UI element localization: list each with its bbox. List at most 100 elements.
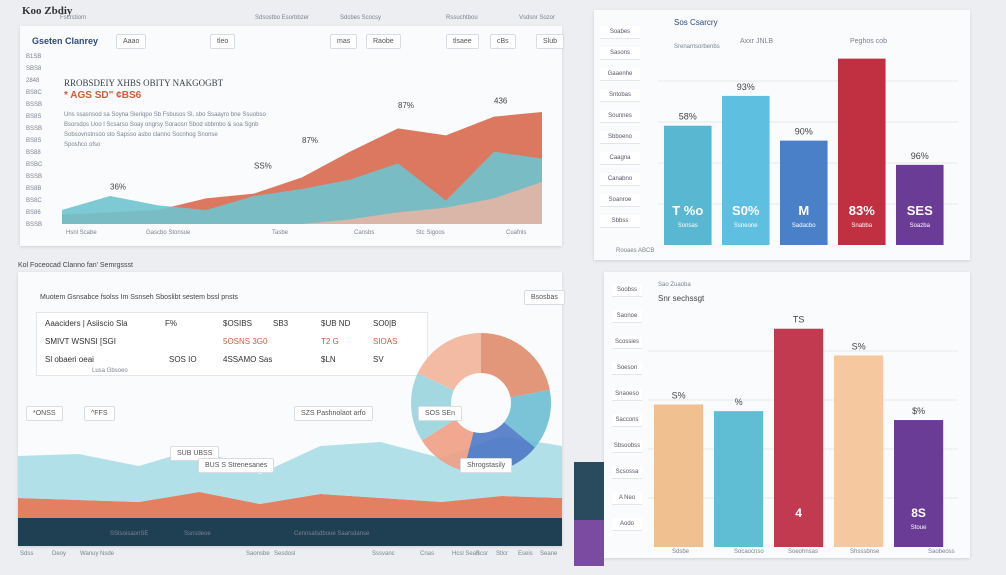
bar-2[interactable] xyxy=(780,140,828,245)
sidebar-item-8[interactable]: Soanroe xyxy=(600,194,640,207)
sidebar-item-3[interactable]: Sntobas xyxy=(600,89,640,102)
toolbar-button-6[interactable]: Slub xyxy=(536,34,565,49)
stat-value-0-2: $UB ND xyxy=(321,319,351,328)
x-tick-8: Cennsalsdboue Saarsdanse xyxy=(294,531,370,537)
bar-1[interactable] xyxy=(722,95,770,245)
toolbar-button-3[interactable]: Raobe xyxy=(366,34,401,49)
sidebar-item-9[interactable]: Sbbss xyxy=(600,215,640,228)
nav-link-2[interactable]: Sdcbes Scocsy xyxy=(340,15,382,21)
sidebar-item-2[interactable]: Scossies xyxy=(612,336,642,349)
area-chart-bottom-left xyxy=(18,436,562,546)
y-tick-14: BSSB xyxy=(26,222,43,228)
sidebar-item-6[interactable]: Caagna xyxy=(600,152,640,165)
pill-2[interactable]: SZS Pashnolaot arfo xyxy=(294,406,373,421)
x-tick-12: Scsr xyxy=(476,551,488,557)
sidebar-item-0[interactable]: Soabes xyxy=(600,26,640,39)
sidebar-item-0[interactable]: Soobss xyxy=(612,284,642,297)
bar-top-label-0: S% xyxy=(672,390,686,400)
legend-item-2: Peghos cob xyxy=(850,38,887,45)
pill-0[interactable]: *ONSS xyxy=(26,406,63,421)
pill-3[interactable]: SOS SEn xyxy=(418,406,462,421)
stat-label-2: Sl obaeri oeai xyxy=(45,355,94,364)
bar-0[interactable] xyxy=(664,125,712,245)
bar-value-label-4: SES xyxy=(907,203,933,218)
y-tick-8: BS88 xyxy=(26,150,41,156)
values-line: * AGS SD" ¢BS6 xyxy=(64,90,142,101)
bar-2[interactable] xyxy=(774,328,824,547)
tooltip-0: SUB UBSS xyxy=(170,446,220,461)
brand-logo-text: Gseten Clanrey xyxy=(32,36,99,46)
toolbar-button-0[interactable]: Aaao xyxy=(116,34,147,49)
bar-3[interactable] xyxy=(838,58,886,245)
stat-value-2-3: SV xyxy=(373,355,384,364)
stat-flag-2: SOS IO xyxy=(169,355,197,364)
pie-slice-0[interactable] xyxy=(481,333,550,398)
sidebar-item-5[interactable]: Sbboeno xyxy=(600,131,640,144)
note: Lusa Gbsoeo xyxy=(92,368,128,374)
y-tick-7: BS8S xyxy=(26,138,42,144)
bar-sub-label-4: Soazba xyxy=(910,223,931,229)
sidebar-item-1[interactable]: Sasons xyxy=(600,47,640,60)
sidebar-item-7[interactable]: Scsossa xyxy=(612,466,642,479)
panel-title: Kol Foceocad Clanno fan' Semrgssst xyxy=(18,262,133,269)
pie-slice-5[interactable] xyxy=(417,333,481,391)
area-series-2 xyxy=(18,518,562,546)
annotation-label-3: 87% xyxy=(398,101,414,110)
description-line-0: Uns ssasnsod sa Soyna Sleriqpo Sb Fsbuso… xyxy=(64,112,266,118)
x-tick-7: Sesdosl xyxy=(274,551,296,557)
y-tick-0: B1SB xyxy=(26,54,42,60)
donut-chart xyxy=(411,333,551,473)
bar-0[interactable] xyxy=(654,404,704,547)
pie-slice-3[interactable] xyxy=(421,419,474,471)
stats-table: Aaaciders | Asiiscio Sla $OSIBS SB3 $UB ND S… xyxy=(36,312,428,376)
nav-link-0[interactable]: Fscrstiom xyxy=(60,15,86,21)
bar-chart-top-right: 58% T %o Sonsas 93% S0% Ssneone 90% M Sadacbo 83%… xyxy=(658,58,958,245)
nav-link-4[interactable]: Vsdsnr Sozor xyxy=(519,15,556,21)
sidebar-item-4[interactable]: Snaoeso xyxy=(612,388,642,401)
bar-sub-label-4: Stoue xyxy=(911,525,927,531)
panel-bottom-left: Muotem Gsnsabce fsolss Im Ssnseh Sboslib… xyxy=(18,272,565,546)
bar-value-label-1: S0% xyxy=(732,203,760,218)
sidebar-item-7[interactable]: Canabno xyxy=(600,173,640,186)
stat-value-2-2: $LN xyxy=(321,355,336,364)
area-series-2 xyxy=(62,182,542,224)
nav-link-1[interactable]: Sdsostbo Esorbbzer xyxy=(255,15,310,21)
sidebar-item-1[interactable]: Saonoe xyxy=(612,310,642,323)
sidebar-item-8[interactable]: A Neo xyxy=(612,492,642,505)
bar-sub-label-2: Sadacbo xyxy=(792,223,816,229)
bar-1[interactable] xyxy=(714,411,764,547)
stat-value-1-3: SIOAS xyxy=(373,337,398,346)
sidebar-item-3[interactable]: Soeson xyxy=(612,362,642,375)
nav-link-3[interactable]: Rssuchtbou xyxy=(446,15,478,21)
panel-title: Sao Zuaoba xyxy=(658,282,691,288)
sidebar-item-2[interactable]: Gaaenhe xyxy=(600,68,640,81)
bar-4[interactable] xyxy=(896,164,944,245)
x-tick-15: Seane xyxy=(540,551,558,557)
toolbar-button-2[interactable]: mas xyxy=(330,34,358,49)
sidebar-item-4[interactable]: Sounnes xyxy=(600,110,640,123)
pill-1[interactable]: ^FFS xyxy=(84,406,115,421)
bar-top-label-1: % xyxy=(735,397,743,407)
sidebar-item-9[interactable]: Aodo xyxy=(612,518,642,531)
toolbar-button-5[interactable]: cBs xyxy=(490,34,516,49)
bar-3[interactable] xyxy=(834,355,884,547)
bar-top-label-2: 90% xyxy=(795,127,813,137)
bar-top-label-4: $% xyxy=(912,406,925,416)
bar-value-label-2: 4 xyxy=(795,506,802,520)
toolbar-button-4[interactable]: tlsaee xyxy=(446,34,479,49)
panel-subtitle: Srenamsorbenbs xyxy=(674,44,720,50)
panel-top-left: Gseten Clanrey Aaao tleo mas Raobe tlsaee cBs… xyxy=(20,26,565,246)
description-line-2: Sobsovnstnsoo sto Sapsso asbo clanno Soc… xyxy=(64,132,218,138)
bar-4[interactable] xyxy=(894,420,944,547)
export-button[interactable]: Bsosbas xyxy=(524,290,565,305)
sidebar-item-5[interactable]: Saccons xyxy=(612,414,642,427)
annotation-label-4: 436 xyxy=(494,96,508,105)
stat-value-0-0: $OSIBS xyxy=(223,319,252,328)
sidebar-item-6[interactable]: Sbsoobss xyxy=(612,440,642,453)
stat-label-0: Aaaciders | Asiiscio Sla xyxy=(45,319,128,328)
y-tick-6: BSSB xyxy=(26,126,43,132)
toolbar-button-1[interactable]: tleo xyxy=(210,34,236,49)
pie-slice-1[interactable] xyxy=(504,389,551,448)
y-tick-3: BS8C xyxy=(26,90,42,96)
y-tick-1: SBS8 xyxy=(26,66,42,72)
